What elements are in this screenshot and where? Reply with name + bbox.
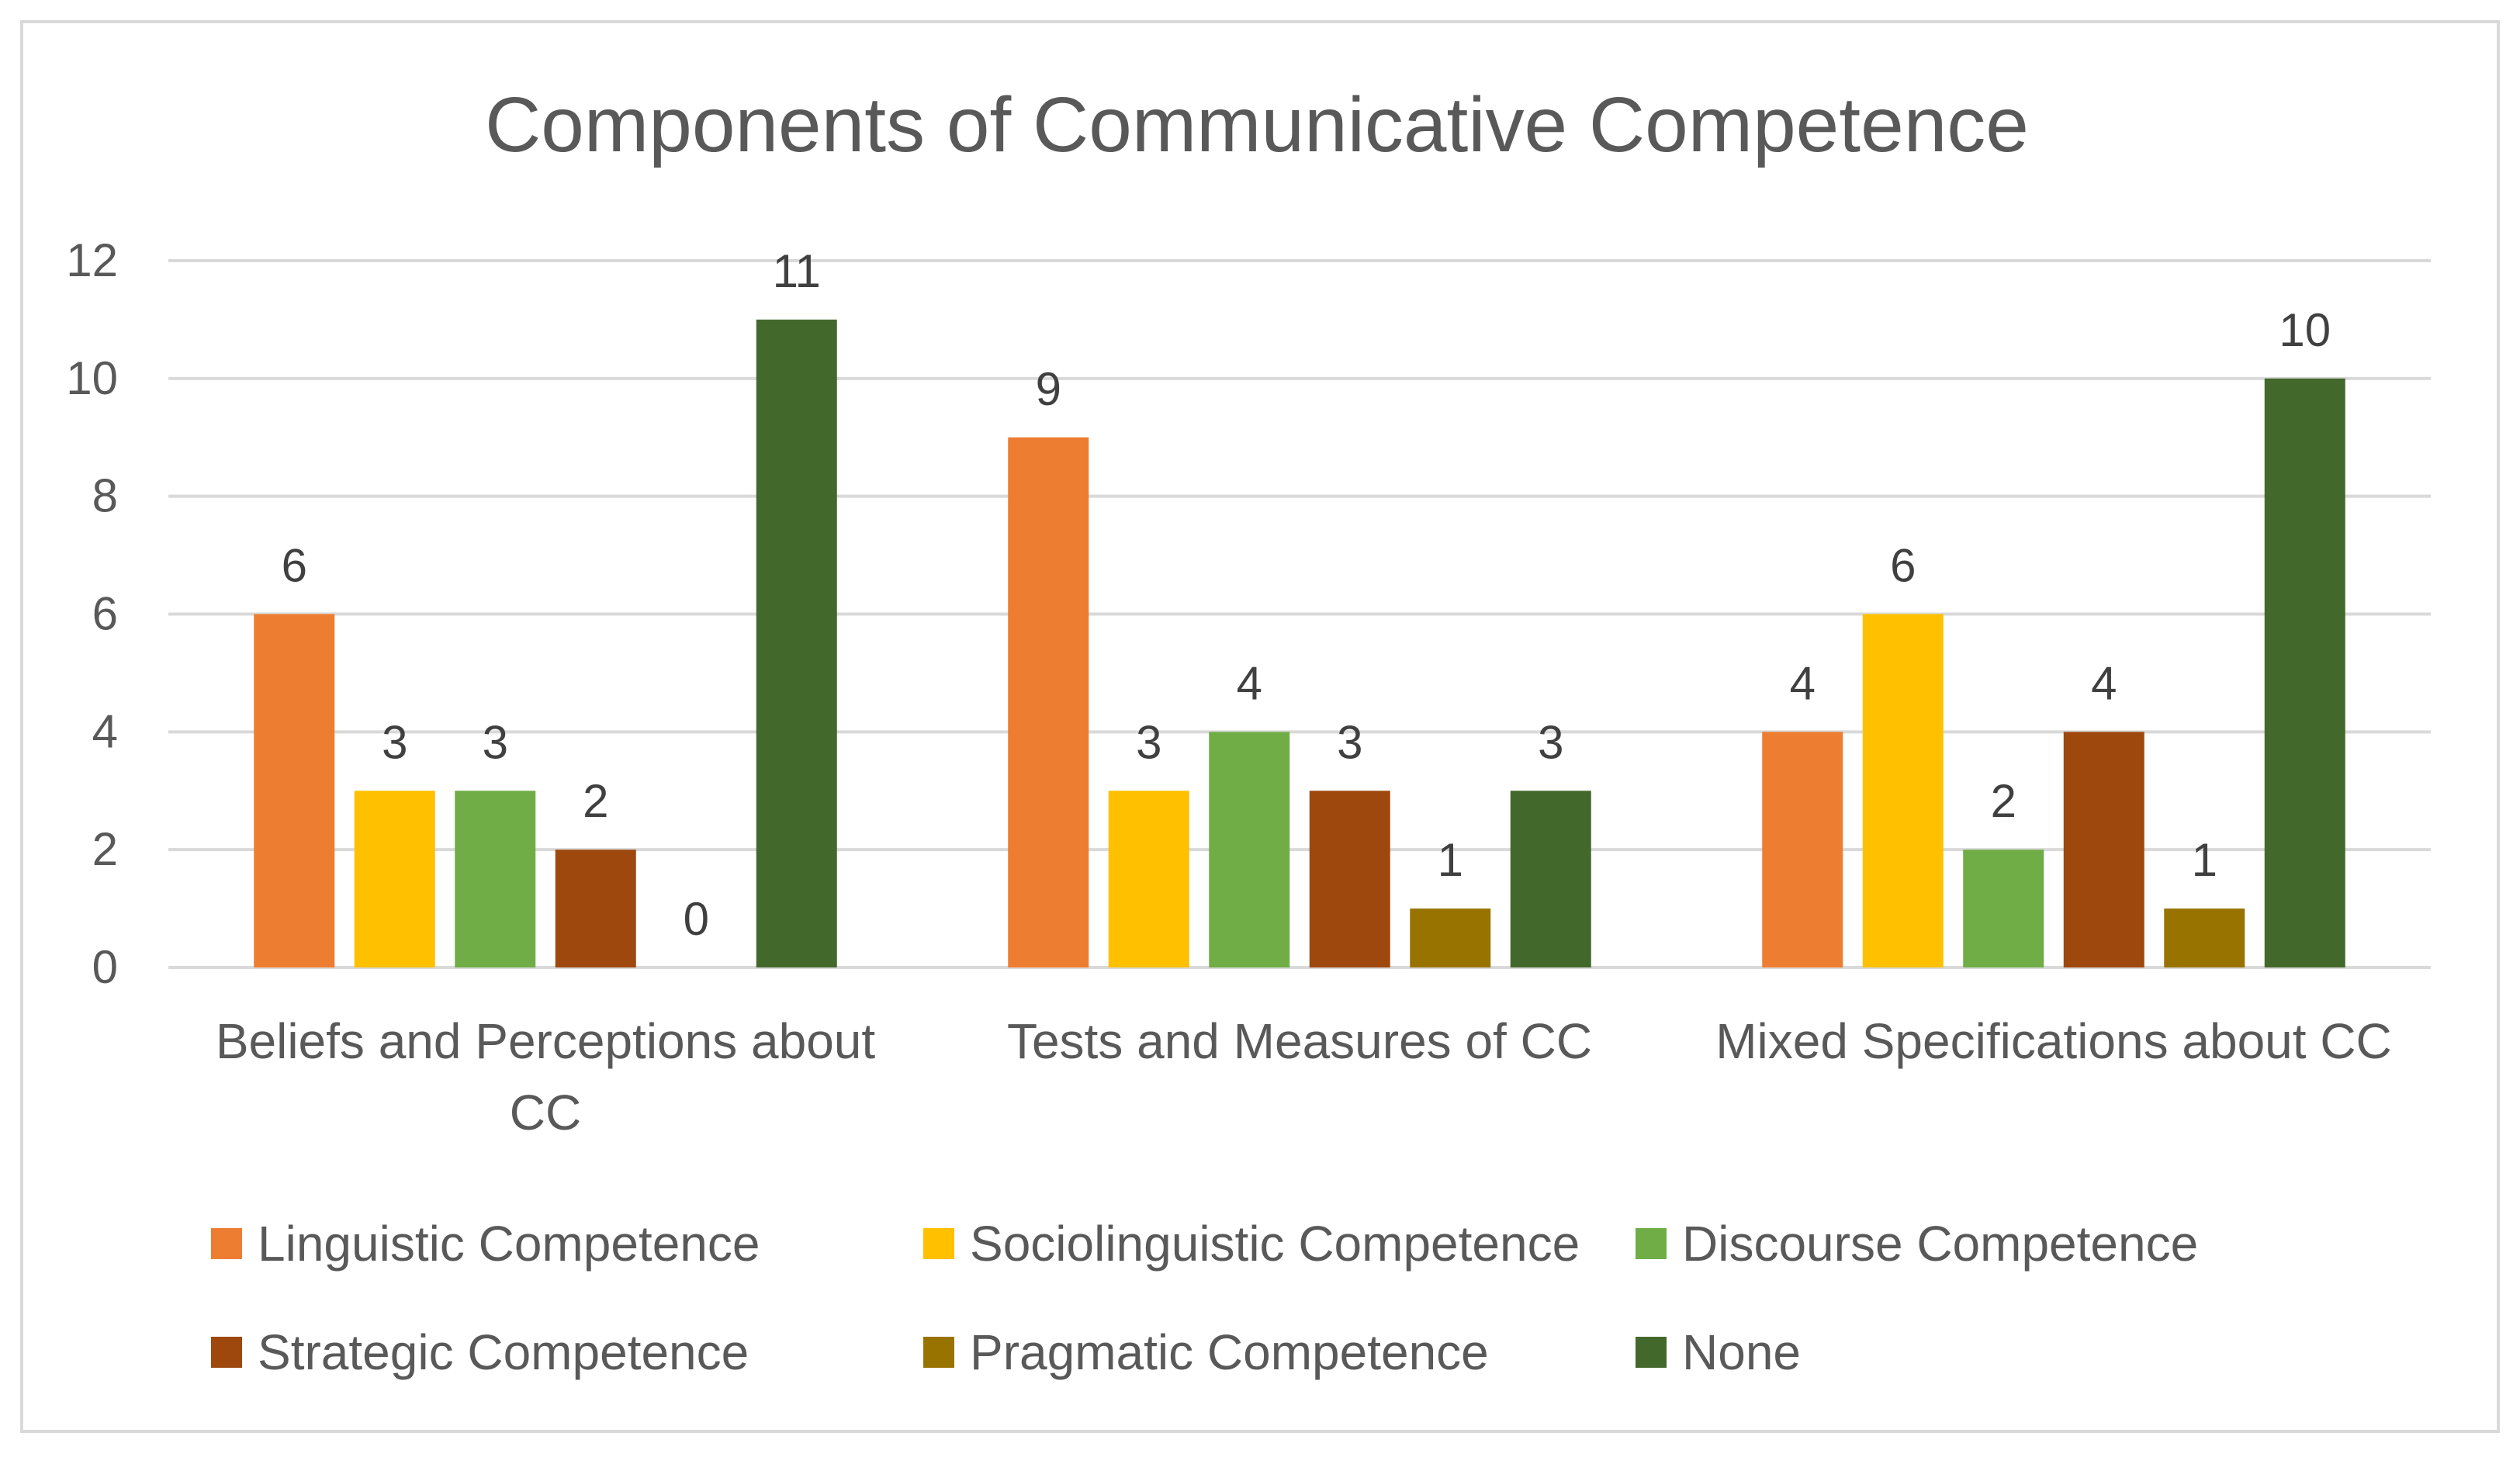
legend-swatch — [923, 1228, 954, 1259]
legend-swatch — [1636, 1337, 1667, 1368]
bar-value-label: 4 — [1237, 657, 1262, 709]
bar-value-label: 0 — [684, 893, 709, 945]
y-tick-label: 0 — [92, 941, 118, 993]
bar-value-label: 2 — [1991, 775, 2016, 827]
bar — [1209, 732, 1290, 967]
bar-value-label: 1 — [1438, 834, 1463, 886]
legend-swatch — [1636, 1228, 1667, 1259]
chart-title: Components of Communicative Competence — [485, 81, 2029, 168]
bar-value-label: 6 — [1890, 540, 1916, 592]
chart-border — [20, 20, 2500, 1433]
y-tick-label: 6 — [92, 588, 118, 640]
legend-swatch — [923, 1337, 954, 1368]
bar-value-label: 3 — [1136, 716, 1161, 768]
legend-label: Strategic Competence — [258, 1324, 749, 1380]
x-category-label: CC — [510, 1085, 581, 1140]
bar-value-label: 3 — [1538, 716, 1563, 768]
bar — [555, 850, 636, 967]
bar — [2164, 908, 2245, 967]
bar-value-label: 4 — [2091, 657, 2117, 709]
bar — [1008, 437, 1089, 967]
legend-label: Pragmatic Competence — [970, 1324, 1489, 1380]
bar-value-label: 3 — [483, 716, 508, 768]
bars — [254, 319, 2345, 968]
bar — [1108, 791, 1189, 967]
y-tick-label: 4 — [92, 705, 118, 757]
bar — [1762, 732, 1843, 967]
bar-value-label: 1 — [2192, 834, 2217, 886]
bar-value-label: 9 — [1036, 363, 1061, 415]
bar-value-label: 10 — [2279, 304, 2331, 356]
bar — [254, 614, 335, 967]
bar-value-label: 6 — [282, 540, 307, 592]
bar — [1963, 850, 2044, 967]
y-axis-tick-labels: 0 2 4 6 8 10 12 — [66, 234, 118, 993]
legend-swatch — [211, 1228, 242, 1259]
legend: Linguistic Competence Sociolinguistic Com… — [211, 1216, 2198, 1380]
bar — [1510, 791, 1591, 967]
bar — [756, 319, 837, 968]
bar — [1309, 791, 1390, 967]
bar-value-label: 3 — [382, 716, 407, 768]
legend-label: Sociolinguistic Competence — [970, 1216, 1580, 1272]
bar — [1862, 614, 1944, 967]
x-axis-category-labels: Beliefs and Perceptions about CC Tests and… — [216, 1013, 2392, 1140]
bar — [2264, 378, 2345, 967]
bar-value-label: 4 — [1790, 657, 1816, 709]
bar — [1410, 908, 1491, 967]
bar-value-label: 3 — [1337, 716, 1362, 768]
bar-value-label: 11 — [773, 245, 821, 297]
x-category-label: Tests and Measures of CC — [1007, 1013, 1592, 1069]
legend-label: Discourse Competence — [1682, 1216, 2198, 1272]
bar-value-label: 2 — [583, 775, 608, 827]
legend-swatch — [211, 1337, 242, 1368]
legend-label: None — [1682, 1324, 1801, 1380]
y-tick-label: 2 — [92, 823, 118, 875]
bar — [2063, 732, 2144, 967]
x-category-label: Mixed Specifications about CC — [1715, 1013, 2392, 1069]
legend-label: Linguistic Competence — [258, 1216, 760, 1272]
bar — [354, 791, 435, 967]
y-tick-label: 10 — [66, 352, 118, 404]
x-category-label: Beliefs and Perceptions about — [216, 1013, 876, 1069]
bar — [455, 791, 536, 967]
y-tick-label: 8 — [92, 470, 118, 522]
gridlines — [168, 259, 2431, 969]
data-labels: 6 3 3 2 0 11 9 3 4 3 1 3 4 6 2 4 1 10 — [282, 245, 2331, 945]
y-tick-label: 12 — [66, 234, 118, 286]
